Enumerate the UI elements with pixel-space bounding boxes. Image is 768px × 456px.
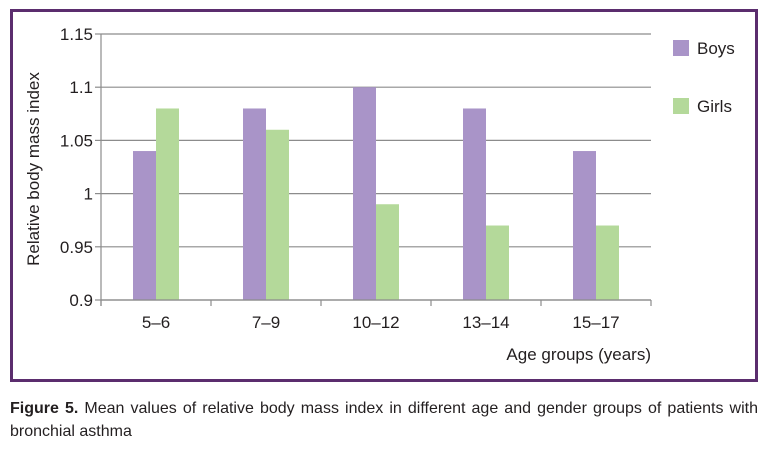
bar-girls-4 — [596, 225, 619, 300]
caption-text: Mean values of relative body mass index … — [10, 400, 759, 440]
legend-label-girls: Girls — [697, 97, 732, 116]
y-tick-label: 1.1 — [69, 78, 93, 97]
bar-girls-1 — [266, 129, 289, 300]
x-axis-label: Age groups (years) — [506, 345, 651, 364]
y-tick-label: 1.15 — [60, 25, 93, 44]
axes — [95, 33, 652, 306]
x-tick-label: 10–12 — [352, 313, 399, 332]
bar-girls-0 — [156, 108, 179, 300]
y-axis-label: Relative body mass index — [24, 72, 43, 266]
x-tick-label: 13–14 — [462, 313, 509, 332]
x-tick-label: 15–17 — [572, 313, 619, 332]
y-tick-label: 1.05 — [60, 131, 93, 150]
x-tick-labels: 5–6 7–9 10–12 13–14 15–17 — [142, 313, 620, 332]
bar-boys-0 — [133, 151, 156, 300]
y-tick-label: 0.9 — [69, 291, 93, 310]
x-tick-label: 5–6 — [142, 313, 170, 332]
bar-chart: 1.15 1.1 1.05 1 0.95 0.9 5–6 7–9 10–12 13–14 15–1… — [24, 25, 735, 364]
bars — [133, 87, 619, 300]
bar-boys-2 — [353, 87, 376, 300]
legend: Boys Girls — [673, 39, 735, 116]
figure-frame: 1.15 1.1 1.05 1 0.95 0.9 5–6 7–9 10–12 13–14 15–1… — [10, 9, 758, 382]
bar-girls-3 — [486, 225, 509, 300]
y-tick-label: 0.95 — [60, 238, 93, 257]
y-tick-label: 1 — [84, 185, 93, 204]
legend-label-boys: Boys — [697, 39, 735, 58]
bar-boys-3 — [463, 108, 486, 300]
caption-label: Figure 5. — [10, 400, 79, 417]
x-tick-label: 7–9 — [252, 313, 280, 332]
bar-boys-1 — [243, 108, 266, 300]
figure-caption: Figure 5. Mean values of relative body m… — [10, 397, 758, 443]
legend-swatch-boys — [673, 40, 689, 56]
y-tick-labels: 1.15 1.1 1.05 1 0.95 0.9 — [60, 25, 93, 310]
legend-swatch-girls — [673, 98, 689, 114]
bar-boys-4 — [573, 151, 596, 300]
bar-girls-2 — [376, 204, 399, 300]
